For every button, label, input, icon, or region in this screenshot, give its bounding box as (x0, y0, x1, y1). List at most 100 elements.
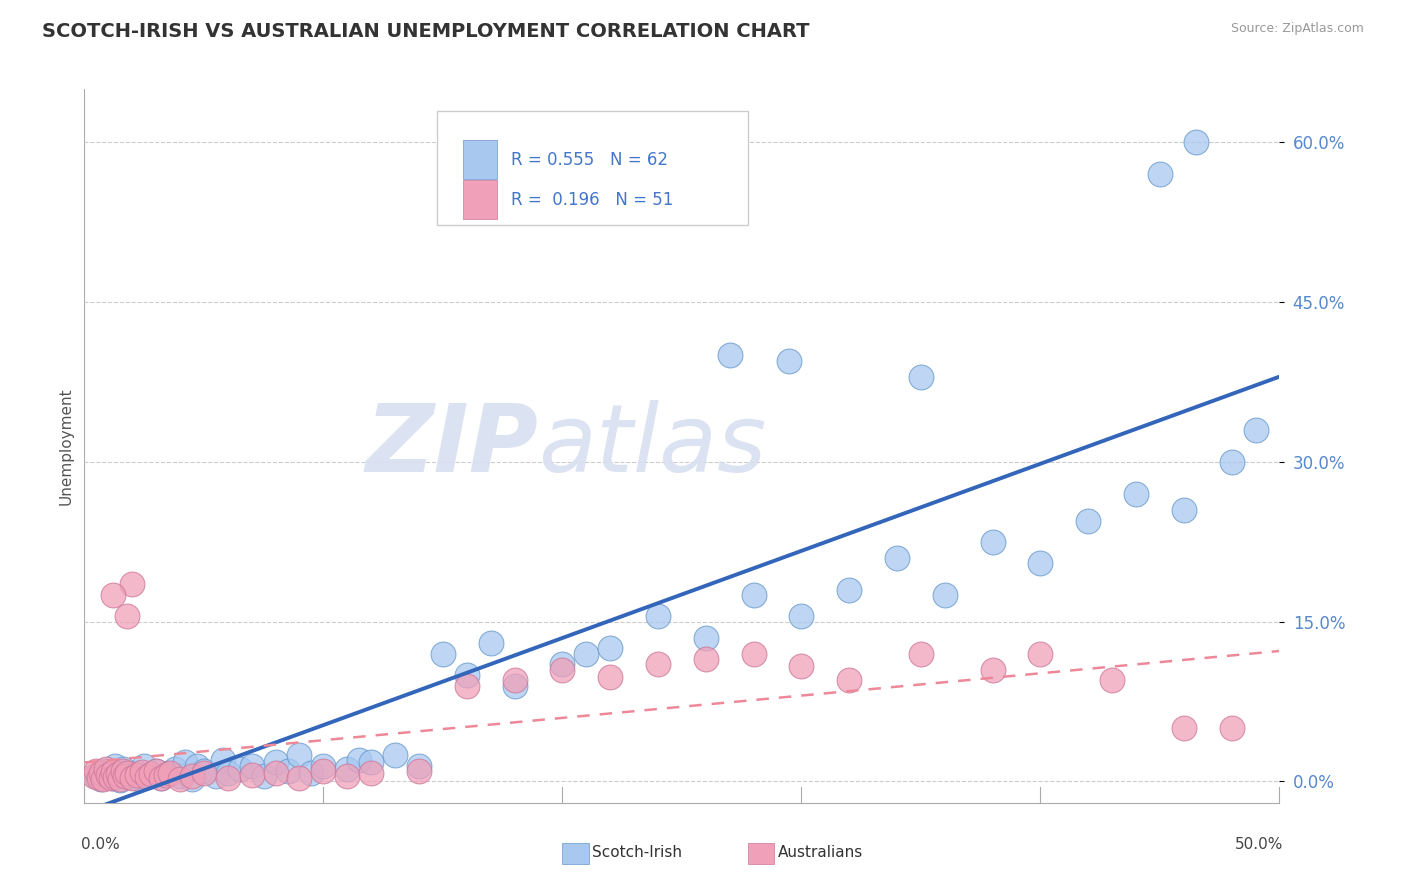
Point (159, 766, 181, 780)
Point (155, 768, 177, 782)
Point (910, 647, 932, 661)
Point (111, 764, 134, 778)
Point (779, 353, 801, 368)
Point (205, 769, 228, 783)
Point (90, 766, 112, 780)
Point (121, 577, 143, 591)
Point (838, 673, 860, 688)
Point (838, 582, 860, 597)
Point (336, 769, 359, 783)
Point (110, 772, 132, 787)
Point (575, 647, 598, 661)
Point (647, 657, 669, 672)
Point (101, 772, 124, 786)
Point (117, 766, 139, 780)
Point (599, 670, 621, 684)
Point (94, 762, 117, 776)
FancyBboxPatch shape (562, 843, 589, 864)
Point (117, 609, 139, 624)
Text: Australians: Australians (778, 846, 863, 860)
Text: Source: ZipAtlas.com: Source: ZipAtlas.com (1230, 22, 1364, 36)
Point (408, 758, 430, 772)
Point (277, 764, 299, 778)
Point (503, 679, 526, 693)
Point (886, 550, 908, 565)
Point (1185, 136, 1208, 150)
Point (312, 764, 335, 778)
Point (981, 663, 1004, 677)
Point (169, 772, 191, 787)
Point (125, 766, 148, 780)
Point (111, 762, 134, 776)
Point (288, 747, 311, 762)
Point (135, 770, 157, 784)
Point (1029, 647, 1052, 661)
Point (90, 772, 112, 787)
Point (165, 762, 187, 776)
Point (288, 772, 311, 786)
Point (93, 772, 115, 787)
Point (87, 772, 110, 786)
Point (173, 756, 195, 770)
Point (264, 756, 287, 770)
Point (384, 747, 406, 762)
Point (114, 769, 136, 783)
Point (110, 773, 132, 788)
Y-axis label: Unemployment: Unemployment (58, 387, 73, 505)
Point (1220, 455, 1243, 469)
Point (145, 764, 167, 778)
Point (107, 767, 129, 781)
Point (312, 758, 335, 772)
Text: 50.0%: 50.0% (1234, 837, 1284, 852)
Point (86, 769, 108, 783)
Point (101, 764, 124, 779)
Point (360, 766, 382, 780)
Point (790, 659, 813, 673)
Point (186, 758, 208, 772)
Point (101, 588, 124, 602)
Text: atlas: atlas (538, 401, 766, 491)
Point (131, 764, 153, 779)
Point (349, 753, 371, 767)
Point (193, 764, 215, 778)
Point (253, 769, 276, 783)
Point (217, 772, 239, 786)
Text: R =  0.196   N = 51: R = 0.196 N = 51 (510, 191, 673, 209)
Point (149, 772, 172, 786)
Point (981, 534, 1004, 549)
Point (138, 769, 160, 783)
Point (181, 772, 204, 787)
Point (104, 758, 127, 772)
Point (551, 663, 574, 677)
Point (157, 766, 180, 780)
Text: ZIP: ZIP (366, 400, 538, 492)
Point (193, 766, 215, 780)
Point (1029, 556, 1052, 570)
Point (647, 609, 669, 624)
Point (695, 652, 717, 666)
Point (1149, 168, 1171, 182)
Point (503, 673, 526, 688)
Point (479, 636, 502, 650)
Point (125, 768, 148, 782)
Point (128, 772, 150, 787)
Point (229, 762, 252, 776)
Point (301, 766, 323, 780)
Point (1244, 423, 1267, 437)
Point (121, 772, 143, 786)
Text: R = 0.555   N = 62: R = 0.555 N = 62 (510, 151, 668, 169)
Point (121, 770, 143, 784)
Point (264, 766, 287, 780)
Point (97, 766, 120, 780)
Point (1101, 673, 1123, 688)
Point (432, 647, 454, 661)
Point (217, 766, 239, 780)
Point (1077, 514, 1099, 528)
Point (169, 769, 191, 783)
Point (408, 764, 430, 778)
Point (141, 767, 163, 781)
Point (132, 758, 156, 772)
FancyBboxPatch shape (748, 843, 773, 864)
Point (742, 647, 765, 661)
Point (599, 641, 621, 656)
